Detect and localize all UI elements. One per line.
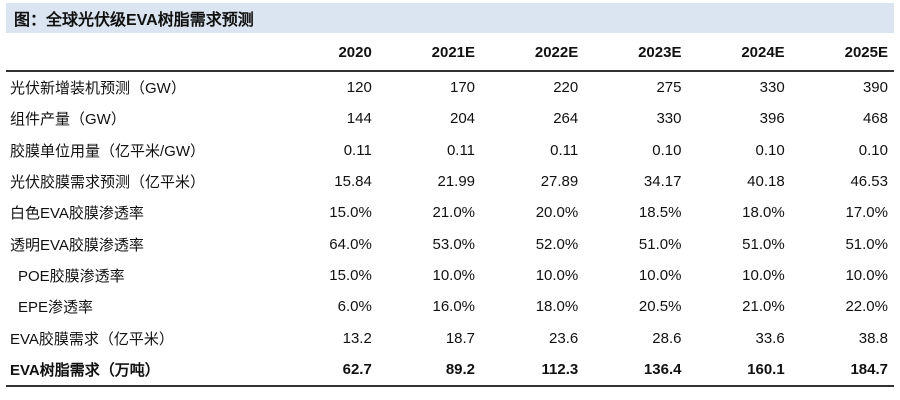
table-row: 胶膜单位用量（亿平米/GW） 0.11 0.11 0.11 0.10 0.10 … <box>6 135 894 166</box>
header-cell-2023e: 2023E <box>584 34 688 72</box>
table-cell: 21.0% <box>432 204 476 222</box>
table-cell: 396 <box>759 110 785 128</box>
table-cell: 330 <box>759 79 785 97</box>
table-cell: 18.0% <box>742 204 785 222</box>
row-label: 光伏新增装机预测（GW） <box>10 80 186 98</box>
table-cell: 21.0% <box>742 298 785 316</box>
table-cell: 20.5% <box>638 298 682 316</box>
table-cell: 33.6 <box>755 329 785 347</box>
table-row-total: EVA树脂需求（万吨） 62.7 89.2 112.3 136.4 160.1 … <box>6 353 894 387</box>
row-label: 白色EVA胶膜渗透率 <box>10 205 144 223</box>
row-label: EPE渗透率 <box>18 299 94 317</box>
table-cell: 6.0% <box>337 298 372 316</box>
table-cell: 51.0% <box>638 235 682 253</box>
table-cell: 40.18 <box>747 173 785 191</box>
table-cell: 160.1 <box>687 353 791 387</box>
row-label: EVA胶膜需求（亿平米） <box>10 330 174 348</box>
table-cell: 10.0% <box>432 266 476 284</box>
table-cell: 144 <box>346 110 372 128</box>
table-cell: 15.84 <box>334 173 372 191</box>
table-cell: 264 <box>553 110 579 128</box>
table-cell: 27.89 <box>540 173 579 191</box>
table-cell: 23.6 <box>549 329 579 347</box>
table-cell: 0.11 <box>550 141 579 159</box>
table-cell: 330 <box>656 110 682 128</box>
table-cell: 22.0% <box>845 298 888 316</box>
table-cell: 468 <box>862 110 888 128</box>
table-cell: 204 <box>450 110 476 128</box>
table-cell: 18.5% <box>638 204 682 222</box>
table-row: 光伏新增装机预测（GW） 120 170 220 275 330 390 <box>6 71 894 103</box>
row-label: EVA树脂需求（万吨） <box>6 353 275 387</box>
header-cell-2021e: 2021E <box>377 34 482 72</box>
table-cell: 120 <box>346 79 372 97</box>
table-cell: 15.0% <box>329 204 372 222</box>
table-cell: 21.99 <box>437 173 476 191</box>
table-row: POE胶膜渗透率 15.0% 10.0% 10.0% 10.0% 10.0% 1… <box>6 260 894 291</box>
table-row: 白色EVA胶膜渗透率 15.0% 21.0% 20.0% 18.5% 18.0%… <box>6 197 894 228</box>
table-cell: 10.0% <box>845 266 888 284</box>
header-cell-2022e: 2022E <box>481 34 585 72</box>
table-cell: 10.0% <box>742 266 785 284</box>
table-row: EPE渗透率 6.0% 16.0% 18.0% 20.5% 21.0% 22.0… <box>6 291 894 322</box>
row-label: 胶膜单位用量（亿平米/GW） <box>10 142 205 160</box>
table-cell: 18.0% <box>535 298 579 316</box>
header-cell-2020: 2020 <box>274 34 378 72</box>
table-cell: 170 <box>450 79 476 97</box>
forecast-table: 2020 2021E 2022E 2023E 2024E 2025E 光伏新增装… <box>6 34 894 387</box>
header-cell-2025e: 2025E <box>790 34 894 72</box>
table-cell: 51.0% <box>845 235 888 253</box>
table-cell: 51.0% <box>742 235 785 253</box>
table-cell: 136.4 <box>584 353 688 387</box>
table-cell: 62.7 <box>274 353 378 387</box>
table-cell: 46.53 <box>850 173 888 191</box>
table-cell: 17.0% <box>845 204 888 222</box>
table-cell: 10.0% <box>638 266 682 284</box>
table-cell: 220 <box>553 79 579 97</box>
table-cell: 0.11 <box>446 141 476 159</box>
title-bar: 图：全球光伏级EVA树脂需求预测 <box>6 3 894 33</box>
table-cell: 53.0% <box>432 235 476 253</box>
table-row: EVA胶膜需求（亿平米） 13.2 18.7 23.6 28.6 33.6 38… <box>6 322 894 353</box>
table-cell: 20.0% <box>535 204 579 222</box>
table-row: 透明EVA胶膜渗透率 64.0% 53.0% 52.0% 51.0% 51.0%… <box>6 228 894 259</box>
table-cell: 16.0% <box>432 298 476 316</box>
table-cell: 13.2 <box>342 329 372 347</box>
table-cell: 184.7 <box>790 353 894 387</box>
table-cell: 52.0% <box>535 235 579 253</box>
table-cell: 10.0% <box>535 266 579 284</box>
table-cell: 112.3 <box>481 353 585 387</box>
header-cell-2024e: 2024E <box>687 34 791 72</box>
table-cell: 0.10 <box>652 141 682 159</box>
table-row: 组件产量（GW） 144 204 264 330 396 468 <box>6 103 894 134</box>
table-cell: 34.17 <box>643 173 682 191</box>
table-cell: 0.11 <box>343 141 372 159</box>
table-cell: 38.8 <box>858 329 888 347</box>
row-label: POE胶膜渗透率 <box>18 267 125 285</box>
table-cell: 390 <box>862 79 888 97</box>
table-cell: 89.2 <box>377 353 482 387</box>
table-cell: 0.10 <box>858 141 888 159</box>
table-header-row: 2020 2021E 2022E 2023E 2024E 2025E <box>6 34 894 72</box>
table-row: 光伏胶膜需求预测（亿平米） 15.84 21.99 27.89 34.17 40… <box>6 166 894 197</box>
table-cell: 0.10 <box>755 141 785 159</box>
row-label: 组件产量（GW） <box>10 111 126 129</box>
row-label: 光伏胶膜需求预测（亿平米） <box>10 174 206 192</box>
header-label-cell <box>6 34 275 72</box>
row-label: 透明EVA胶膜渗透率 <box>10 236 144 254</box>
table-cell: 64.0% <box>329 235 372 253</box>
table-cell: 15.0% <box>329 266 372 284</box>
table-cell: 28.6 <box>652 329 682 347</box>
table-cell: 275 <box>656 79 682 97</box>
figure-title: 图：全球光伏级EVA树脂需求预测 <box>14 12 254 29</box>
table-cell: 18.7 <box>445 329 476 347</box>
